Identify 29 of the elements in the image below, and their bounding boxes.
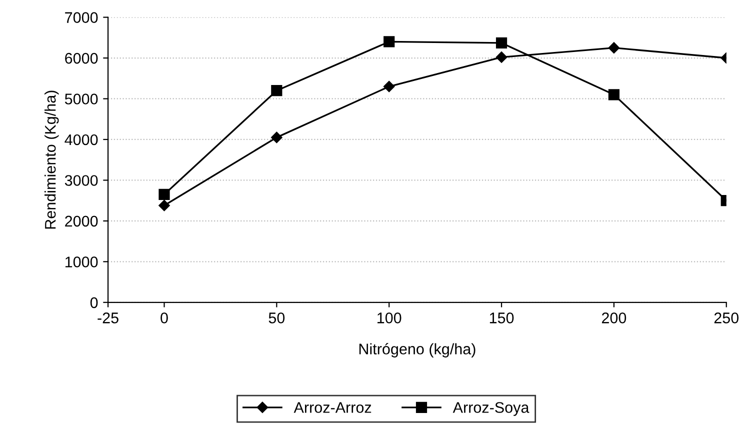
point [271,132,282,144]
point [496,37,508,48]
x-tick-label: 0 [160,312,168,324]
legend-label: Arroz-Arroz [294,402,372,413]
point [383,80,395,92]
point [384,36,395,48]
x-tick-label: 50 [268,312,285,324]
x-tick-label: 150 [490,312,514,324]
point [608,42,620,54]
point [496,52,508,63]
x-tick-label: -25 [98,312,118,324]
y-axis-title: Rendimiento (Kg/ha) [44,90,59,229]
legend-label: Arroz-Soya [452,402,530,416]
x-tick-label: 200 [602,312,626,324]
point [158,200,170,212]
point [158,188,170,200]
x-axis-title: Nitrógeno (kg/ha) [359,343,476,358]
y-tick-label: 5000 [64,94,98,104]
y-tick-label: 2000 [65,216,98,227]
y-tick-label: 3000 [64,175,98,186]
x-tick-label: 100 [378,312,402,324]
y-tick-label: 7000 [65,12,98,23]
y-tick-label: 4000 [64,134,98,146]
y-tick-label: 1000 [65,256,98,268]
y-tick-label: 0 [90,297,98,308]
point [271,85,282,96]
x-tick-label: 250 [714,312,739,324]
point [608,89,620,100]
y-tick-label: 6000 [65,52,98,64]
